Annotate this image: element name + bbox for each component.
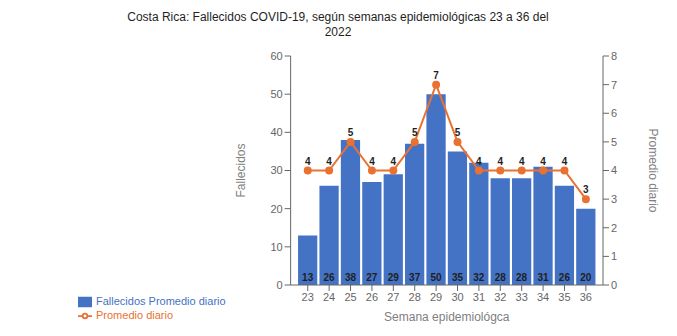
svg-text:7: 7	[611, 79, 617, 91]
svg-text:29: 29	[430, 291, 442, 303]
svg-text:4: 4	[369, 156, 375, 167]
svg-text:32: 32	[473, 272, 485, 283]
svg-text:28: 28	[516, 272, 528, 283]
svg-text:Promedio diario: Promedio diario	[646, 128, 660, 212]
svg-text:5: 5	[611, 136, 617, 148]
svg-text:0: 0	[611, 279, 617, 291]
svg-text:8: 8	[611, 50, 617, 62]
svg-text:3: 3	[583, 184, 589, 195]
svg-text:37: 37	[409, 272, 421, 283]
svg-text:4: 4	[611, 164, 617, 176]
svg-text:4: 4	[476, 156, 482, 167]
html-text:Fallecidos Promedio diario: Fallecidos Promedio diario	[96, 294, 226, 307]
svg-text:27: 27	[387, 291, 399, 303]
svg-text:29: 29	[388, 272, 400, 283]
svg-text:27: 27	[366, 272, 378, 283]
svg-text:5: 5	[455, 127, 461, 138]
svg-text:20: 20	[580, 272, 592, 283]
svg-text:28: 28	[409, 291, 421, 303]
svg-text:35: 35	[452, 272, 464, 283]
svg-text:28: 28	[495, 272, 507, 283]
svg-text:36: 36	[580, 291, 592, 303]
html-text:2022: 2022	[324, 25, 352, 39]
svg-text:30: 30	[270, 164, 282, 176]
svg-text:0: 0	[277, 279, 283, 291]
svg-text:50: 50	[270, 88, 282, 100]
html-text:Promedio diario: Promedio diario	[96, 308, 173, 321]
svg-text:3: 3	[611, 193, 617, 205]
svg-text:5: 5	[348, 127, 354, 138]
svg-text:26: 26	[324, 272, 336, 283]
svg-text:31: 31	[473, 291, 485, 303]
svg-text:Semana epidemiológca: Semana epidemiológca	[384, 310, 510, 324]
svg-text:23: 23	[302, 291, 314, 303]
svg-text:60: 60	[270, 50, 282, 62]
svg-text:33: 33	[516, 291, 528, 303]
svg-text:4: 4	[305, 156, 311, 167]
svg-text:34: 34	[537, 291, 549, 303]
svg-text:10: 10	[270, 241, 282, 253]
svg-text:32: 32	[494, 291, 506, 303]
html-text:Costa Rica: Fallecidos COVID-1: Costa Rica: Fallecidos COVID-19, según s…	[127, 10, 549, 24]
svg-text:6: 6	[611, 107, 617, 119]
svg-text:20: 20	[270, 203, 282, 215]
svg-text:7: 7	[433, 70, 439, 81]
svg-text:26: 26	[366, 291, 378, 303]
svg-text:2: 2	[611, 222, 617, 234]
svg-text:35: 35	[558, 291, 570, 303]
svg-text:4: 4	[519, 156, 525, 167]
svg-text:30: 30	[451, 291, 463, 303]
svg-text:25: 25	[344, 291, 356, 303]
svg-text:26: 26	[559, 272, 571, 283]
svg-text:31: 31	[537, 272, 549, 283]
svg-text:4: 4	[326, 156, 332, 167]
svg-text:4: 4	[391, 156, 397, 167]
svg-text:38: 38	[345, 272, 357, 283]
svg-text:1: 1	[611, 250, 617, 262]
svg-text:4: 4	[540, 156, 546, 167]
svg-text:40: 40	[270, 126, 282, 138]
svg-text:13: 13	[302, 272, 314, 283]
svg-text:Fallecidos: Fallecidos	[234, 143, 248, 197]
svg-text:50: 50	[430, 272, 442, 283]
svg-text:24: 24	[323, 291, 335, 303]
svg-text:4: 4	[498, 156, 504, 167]
svg-text:4: 4	[562, 156, 568, 167]
svg-text:5: 5	[412, 127, 418, 138]
